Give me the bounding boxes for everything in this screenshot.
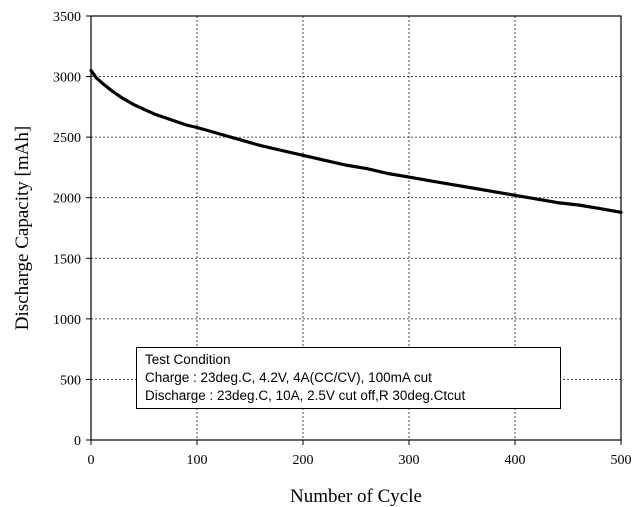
tick-labels: 0 100 200 300 400 500 0 500 1000 1500 2000 2500 3000…	[53, 10, 632, 468]
discharge-capacity-series-line	[89, 68, 623, 214]
x-tick-label: 500	[611, 453, 632, 468]
y-axis-label: Discharge Capacity [mAh]	[12, 126, 33, 330]
y-tick-label: 3500	[53, 10, 81, 25]
y-tick-label: 500	[60, 373, 81, 388]
charge-condition-text: Charge : 23deg.C, 4.2V, 4A(CC/CV), 100mA…	[145, 370, 432, 385]
x-tick-label: 0	[88, 453, 95, 468]
y-tick-label: 0	[74, 434, 81, 449]
discharge-condition-text: Discharge : 23deg.C, 10A, 2.5V cut off,R…	[145, 388, 466, 403]
x-tick-label: 400	[505, 453, 526, 468]
test-condition-title: Test Condition	[145, 352, 231, 367]
series-layer	[89, 68, 623, 214]
x-tick-label: 300	[399, 453, 420, 468]
test-condition-box: Test Condition Charge : 23deg.C, 4.2V, 4…	[136, 347, 561, 409]
y-tick-label: 2000	[53, 192, 81, 207]
y-tick-label: 3000	[53, 71, 81, 86]
plot-frame	[90, 15, 622, 441]
y-tick-label: 2500	[53, 131, 81, 146]
x-axis-label: Number of Cycle	[290, 486, 422, 507]
y-tick-label: 1500	[53, 252, 81, 267]
x-tick-label: 100	[187, 453, 208, 468]
y-tick-label: 1000	[53, 313, 81, 328]
x-tick-label: 200	[293, 453, 314, 468]
